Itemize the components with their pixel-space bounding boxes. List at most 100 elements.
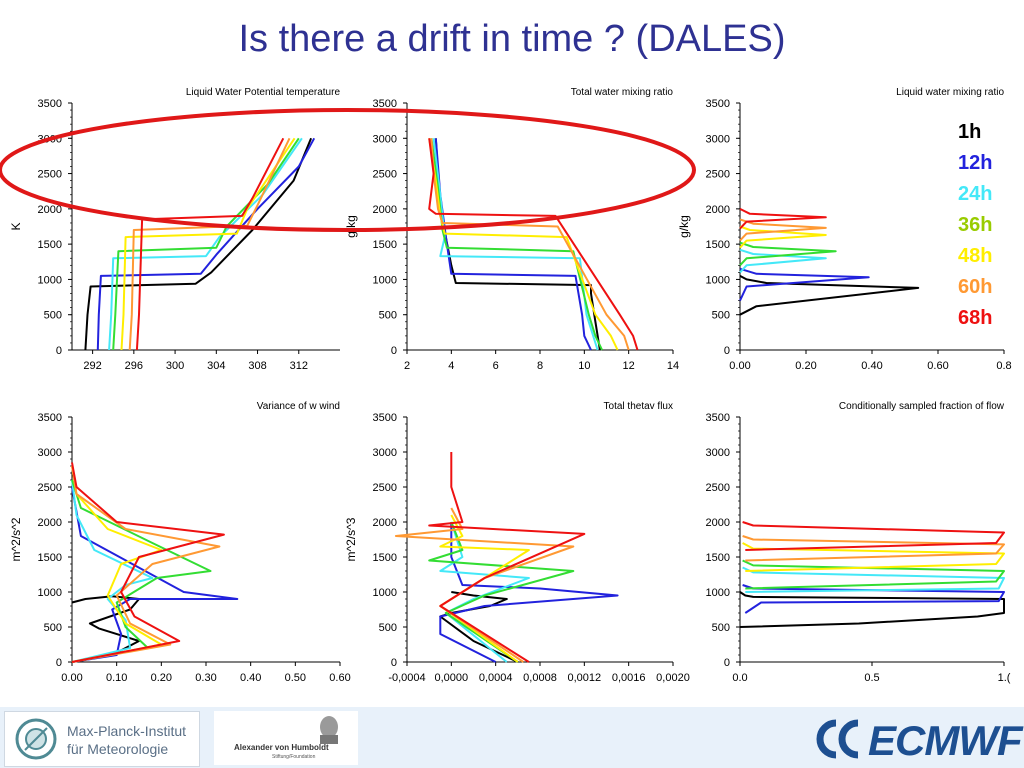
y-tick-label: 2500 — [38, 169, 62, 181]
y-tick-label: 3500 — [38, 98, 62, 110]
x-tick-label: 0.10 — [106, 672, 127, 684]
x-tick-label: 0.20 — [151, 672, 172, 684]
series-line-48h — [742, 542, 1005, 572]
x-tick-label: 0.40 — [240, 672, 261, 684]
y-tick-label: 1000 — [373, 587, 397, 599]
series-line-68h — [428, 138, 639, 351]
x-tick-label: 0,0000 — [435, 672, 469, 684]
y-tick-label: 0 — [724, 345, 730, 357]
mpi-name-line2: für Meteorologie — [67, 741, 169, 757]
humboldt-portrait-icon — [320, 716, 338, 744]
y-tick-label: 2000 — [706, 204, 730, 216]
x-tick-label: 0.50 — [285, 672, 306, 684]
series-line-68h — [71, 462, 225, 663]
x-tick-label: 10 — [578, 360, 590, 372]
y-tick-label: 2000 — [38, 204, 62, 216]
y-tick-label: 3000 — [38, 447, 62, 459]
x-tick-label: 0,0008 — [523, 672, 557, 684]
series-line-12h — [96, 137, 316, 351]
x-tick-label: 0.40 — [861, 360, 882, 372]
x-tick-label: 300 — [166, 360, 184, 372]
series-line-12h — [71, 486, 239, 663]
y-tick-label: 3000 — [706, 447, 730, 459]
legend-entry-68h: 68h — [958, 307, 992, 329]
y-axis-label: g/kg — [344, 215, 358, 238]
x-tick-label: 0,0020 — [656, 672, 690, 684]
x-tick-label: 312 — [290, 360, 308, 372]
slide-title: Is there a drift in time ? (DALES) — [238, 18, 786, 60]
y-tick-label: 3500 — [373, 98, 397, 110]
chart-panel-2: 0 500 1000 1500 2000 2500 3000 3500 2 4 6 8 10 12 14 To… — [344, 87, 679, 372]
series-line-12h — [439, 522, 619, 663]
y-tick-label: 1000 — [706, 587, 730, 599]
y-tick-label: 500 — [44, 622, 62, 634]
chart-title: Total thetav flux — [604, 401, 673, 412]
y-tick-label: 500 — [379, 310, 397, 322]
y-tick-label: 0 — [56, 657, 62, 669]
x-tick-label: 4 — [448, 360, 454, 372]
series-line-48h — [739, 225, 827, 249]
legend: 1h 12h 24h 36h 48h 60h 68h — [958, 121, 992, 329]
chart-title: Total water mixing ratio — [571, 87, 674, 98]
series-line-24h — [739, 248, 827, 274]
y-tick-label: 1500 — [373, 552, 397, 564]
y-tick-label: 1000 — [38, 587, 62, 599]
highlight-ellipse — [0, 108, 696, 232]
y-tick-label: 500 — [712, 622, 730, 634]
y-axis-label: m^2/s^3 — [344, 517, 358, 561]
y-tick-label: 0 — [391, 345, 397, 357]
y-tick-label: 1000 — [38, 274, 62, 286]
avh-name: Alexander von Humboldt — [234, 743, 329, 752]
x-tick-label: 2 — [404, 360, 410, 372]
y-tick-label: 3000 — [373, 447, 397, 459]
x-tick-label: 14 — [667, 360, 679, 372]
series-line-68h — [428, 452, 586, 663]
series-line-24h — [432, 138, 599, 351]
series-line-36h — [71, 479, 212, 663]
y-tick-label: 1500 — [38, 552, 62, 564]
y-tick-label: 2500 — [38, 482, 62, 494]
ecmwf-logo-icon — [816, 719, 859, 759]
x-tick-label: 0.00 — [61, 672, 82, 684]
x-tick-label: 8 — [537, 360, 543, 372]
series-line-36h — [430, 138, 604, 351]
mpi-emblem-icon — [15, 718, 57, 760]
series-line-24h — [71, 479, 154, 663]
y-tick-label: 2500 — [706, 482, 730, 494]
x-tick-label: 308 — [248, 360, 266, 372]
chart-panel-3: 0 500 1000 1500 2000 2500 3000 3500 0.00 0.20 0.40… — [677, 87, 1012, 372]
x-tick-label: 0.8 — [996, 360, 1011, 372]
y-axis-label: g/kg — [677, 215, 691, 238]
y-tick-label: 2000 — [38, 517, 62, 529]
avh-logo: Alexander von Humboldt Stiftung/Foundati… — [214, 711, 358, 765]
y-tick-label: 3500 — [706, 98, 730, 110]
x-tick-label: 0.00 — [729, 360, 750, 372]
y-tick-label: 2500 — [373, 169, 397, 181]
chart-title: Liquid Water Potential temperature — [186, 87, 341, 98]
y-tick-label: 0 — [391, 657, 397, 669]
series-line-48h — [120, 137, 296, 351]
avh-subtitle: Stiftung/Foundation — [272, 754, 316, 760]
series-line-1h — [84, 137, 313, 351]
series-line-48h — [428, 138, 619, 351]
ecmwf-wordmark: ECMWF — [868, 717, 1023, 764]
series-line-1h — [739, 591, 1005, 628]
series-line-48h — [71, 465, 163, 663]
y-tick-label: 1500 — [706, 552, 730, 564]
legend-entry-36h: 36h — [958, 214, 992, 236]
y-tick-label: 1000 — [373, 274, 397, 286]
series-line-1h — [71, 595, 140, 663]
y-tick-label: 3000 — [706, 133, 730, 145]
x-tick-label: 296 — [125, 360, 143, 372]
y-tick-label: 2000 — [706, 517, 730, 529]
y-tick-label: 2000 — [373, 204, 397, 216]
legend-entry-24h: 24h — [958, 183, 992, 205]
y-tick-label: 1500 — [706, 239, 730, 251]
y-tick-label: 500 — [379, 622, 397, 634]
y-tick-label: 2500 — [706, 169, 730, 181]
y-tick-label: 0 — [724, 657, 730, 669]
chart-panel-5: 0 500 1000 1500 2000 2500 3000 3500 -0,0004 0,000… — [344, 401, 690, 684]
y-tick-label: 1000 — [706, 274, 730, 286]
chart-panel-6: 0 500 1000 1500 2000 2500 3000 3500 0.0 0.5 1.(Con… — [706, 401, 1011, 684]
legend-entry-1h: 1h — [958, 121, 981, 143]
